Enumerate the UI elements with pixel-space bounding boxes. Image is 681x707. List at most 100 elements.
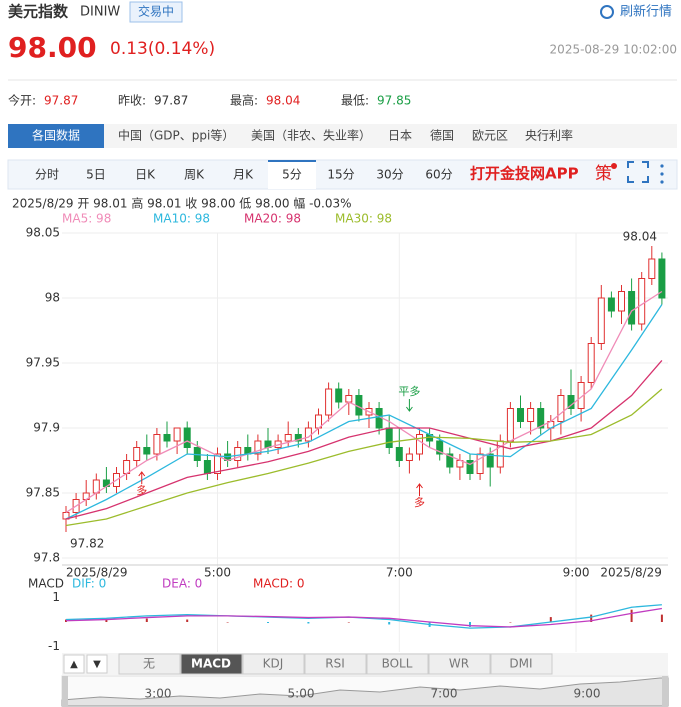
indicator[interactable]: WR — [449, 657, 469, 671]
candle-body — [638, 278, 646, 325]
macd-line — [65, 604, 662, 629]
ma-line — [65, 359, 663, 520]
strategy[interactable]: 策 — [595, 164, 612, 184]
period[interactable]: 30分 — [376, 168, 403, 182]
refresh-icon[interactable] — [600, 5, 614, 19]
tab[interactable]: 各国数据 — [32, 128, 80, 143]
code: DINIW — [80, 5, 120, 20]
signal-arrow — [416, 483, 423, 496]
up-button[interactable] — [63, 654, 85, 674]
tab[interactable]: 美国（非农、失业率） — [251, 128, 371, 143]
app-link[interactable]: 打开金投网APP — [470, 165, 579, 183]
indicator[interactable]: MACD — [191, 657, 231, 671]
indicator-tab[interactable] — [366, 653, 429, 675]
tab[interactable]: 央行利率 — [525, 128, 573, 143]
period-active[interactable] — [268, 161, 316, 189]
ma-line — [65, 290, 663, 514]
signal: 平多 — [398, 384, 420, 398]
macd-bar — [509, 622, 512, 623]
navigator-handle[interactable] — [62, 676, 68, 706]
period[interactable]: 60分 — [425, 168, 452, 182]
candle-body — [284, 434, 292, 442]
x-tick-label: 2025/8/29 — [66, 566, 128, 580]
period[interactable]: 5分 — [282, 168, 302, 182]
indicator[interactable]: RSI — [325, 657, 345, 671]
macd-bar — [307, 622, 310, 624]
indicator-tab[interactable] — [304, 653, 367, 675]
macd-title: MACD — [28, 577, 64, 591]
candle-body — [395, 447, 403, 461]
candle-body — [183, 427, 191, 448]
navigator-label: 3:00 — [145, 687, 172, 701]
legend-entry: DIF: 0 — [72, 577, 106, 591]
indicator-tab[interactable] — [428, 653, 491, 675]
x-tick-label: 7:00 — [386, 566, 413, 580]
status: 交易中 — [138, 4, 174, 19]
period[interactable]: 周K — [184, 168, 205, 182]
more-icon[interactable] — [660, 164, 664, 184]
candle-body — [345, 395, 353, 403]
period[interactable]: 5日 — [86, 168, 106, 182]
indicator[interactable]: 无 — [143, 657, 155, 671]
candle-body — [294, 434, 302, 442]
candle-body — [648, 258, 656, 279]
signal: 多 — [136, 483, 147, 497]
tab[interactable]: 中国（GDP、ppi等） — [118, 128, 234, 143]
macd-bar — [469, 622, 471, 627]
macd-bar — [267, 622, 269, 623]
tab[interactable]: 德国 — [430, 128, 454, 143]
refresh[interactable]: 刷新行情 — [620, 4, 672, 20]
indicator[interactable]: DMI — [509, 657, 532, 671]
legend-entry: MACD: 0 — [253, 577, 304, 591]
period[interactable]: 月K — [233, 168, 254, 182]
candle-body — [234, 447, 242, 461]
candle-body — [153, 434, 161, 455]
candle-body — [597, 297, 605, 344]
indicator[interactable]: BOLL — [382, 657, 413, 671]
macd-bar — [630, 609, 633, 622]
candle-body — [628, 291, 636, 325]
y-tick-label: 98.05 — [26, 226, 60, 240]
legend-entry: MA20: 98 — [244, 212, 301, 226]
indicator[interactable]: KDJ — [263, 657, 284, 671]
fullscreen-icon[interactable] — [627, 161, 649, 183]
candle-body — [143, 447, 151, 455]
indicator-tab[interactable] — [490, 653, 553, 675]
period[interactable]: 15分 — [327, 168, 354, 182]
candle-body — [416, 434, 423, 455]
indicator-tab[interactable] — [242, 653, 305, 675]
candle-body — [173, 427, 181, 442]
x-tick-label: 9:00 — [563, 566, 590, 580]
y-tick-label: 97.9 — [33, 421, 60, 435]
navigator-handle[interactable] — [662, 676, 668, 706]
macd-bar — [388, 622, 391, 625]
price: 98.00 — [8, 31, 97, 64]
macd-bar — [105, 619, 108, 622]
stat-label: 最高: — [230, 93, 258, 108]
candle-body — [618, 291, 625, 312]
stat-label: 今开: — [8, 93, 36, 108]
indicator-tab[interactable] — [180, 653, 243, 675]
ma-line — [65, 388, 663, 527]
navigator-label: 7:00 — [431, 687, 458, 701]
candle-body — [557, 395, 565, 422]
tab[interactable]: 日本 — [388, 129, 412, 143]
candle-body — [446, 453, 454, 468]
signal: 多 — [414, 495, 425, 509]
down-arrow[interactable]: ▼ — [93, 659, 101, 670]
tab-active[interactable] — [8, 124, 104, 148]
up-arrow[interactable]: ▲ — [70, 659, 78, 670]
period-bar — [7, 159, 678, 190]
down-button[interactable] — [86, 654, 108, 674]
candle-body — [325, 388, 333, 416]
period[interactable]: 分时 — [35, 168, 59, 182]
indicator-tab[interactable] — [118, 653, 181, 675]
tab[interactable]: 欧元区 — [472, 129, 508, 143]
y-tick-label: 97.85 — [26, 486, 60, 500]
annotation: 97.82 — [70, 537, 104, 551]
stat-value: 98.04 — [266, 94, 300, 108]
period[interactable]: 日K — [135, 168, 156, 182]
candle-body — [214, 453, 221, 474]
candle-body — [163, 434, 171, 442]
